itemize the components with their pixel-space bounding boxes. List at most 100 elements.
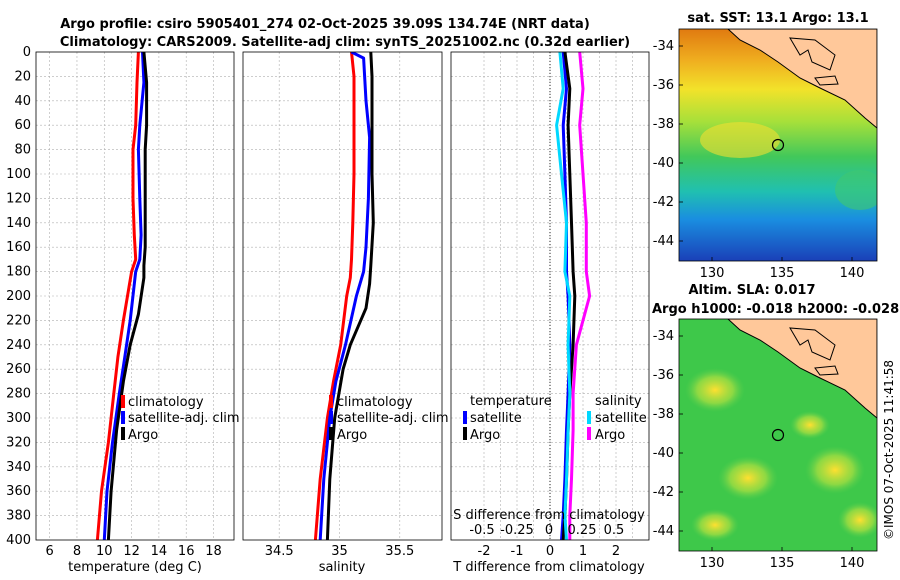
map-lat-label: -44 [653,524,674,539]
sla-map-title: Altim. SLA: 0.017 [689,283,816,298]
map-lon-label: 130 [700,556,725,571]
map-lat-label: -36 [653,368,674,383]
legend-swatch-argo [329,427,333,440]
land-peninsula [789,37,836,71]
legend-label-satellite: satellite-adj. clim [337,411,449,426]
difference-x-axis: -2 -1 0 1 2 [478,544,621,559]
map-lat-label: -44 [653,234,674,249]
series-line-salinity-satellite [555,52,572,540]
y-tick-label: 20 [14,69,31,84]
y-tick-label: 320 [6,435,31,450]
sst-patch [835,170,877,210]
s-tick-label: 0.5 [604,523,625,538]
difference-frame [450,51,650,541]
x-tick-label: 1 [579,544,587,559]
legend-swatch-satellite [121,411,125,424]
series-line-temperature-satellite [560,52,572,540]
difference-panel: -2 -1 0 1 2 T difference from climatology S … [450,51,650,575]
legend-label-s-satellite: satellite [595,411,647,426]
map-lat-label: -36 [653,78,674,93]
map-lat-label: -42 [653,195,674,210]
sla-anomaly [805,446,865,494]
legend-title-salinity: salinity [595,394,642,409]
s-tick-label: -0.25 [500,523,534,538]
x-tick-label: 2 [612,544,620,559]
land-australia [727,29,877,129]
x-tick-label: 0 [546,544,554,559]
map-lat-label: -42 [653,485,674,500]
legend-swatch-climatology [121,395,125,408]
depth-axis: 0 20 40 60 80 100 120 140 160 180 200 220 240 260 280 3… [6,45,31,548]
sla-map-axes: -34 -36 -38 -40 -42 -44 130 135 140 [653,329,865,571]
x-tick-label: 34.5 [265,544,294,559]
temperature-lines [95,52,149,540]
salinity-xlabel: salinity [319,560,366,575]
y-tick-label: 60 [14,118,31,133]
y-tick-label: 280 [6,387,31,402]
y-tick-label: 340 [6,460,31,475]
s-difference-label: S difference from climatology [453,508,645,523]
y-tick-label: 200 [6,289,31,304]
x-tick-label: 16 [178,544,195,559]
imos-credit: ©IMOS 07-Oct-2025 11:41:58 [882,360,896,540]
salinity-x-axis: 34.5 35 35.5 [265,544,415,559]
legend-label-argo: Argo [128,428,158,443]
sla-anomaly [790,411,830,439]
temperature-grid [36,52,234,540]
y-tick-label: 240 [6,338,31,353]
temperature-xlabel: temperature (deg C) [68,560,202,575]
y-tick-label: 0 [23,45,31,60]
map-lat-label: -34 [653,39,674,54]
y-tick-label: 380 [6,509,31,524]
sst-map-frame [678,28,878,262]
y-tick-label: 260 [6,362,31,377]
sla-anomaly [718,456,778,500]
legend-swatch-satellite [329,411,333,424]
s-tick-label: -0.5 [469,523,494,538]
sla-map-subtitle: Argo h1000: -0.018 h2000: -0.028 [652,302,899,317]
y-tick-label: 40 [14,94,31,109]
map-lat-label: -38 [653,407,674,422]
s-difference-ticks: -0.5 -0.25 0 0.25 0.5 [469,523,624,538]
legend-label-t-satellite: satellite [470,411,522,426]
sla-anomaly [691,509,739,541]
title-line-2: Climatology: CARS2009. Satellite-adj cli… [60,35,630,50]
y-tick-label: 160 [6,240,31,255]
legend-swatch-s-argo [587,427,591,440]
map-lon-label: 140 [840,556,865,571]
y-tick-label: 80 [14,143,31,158]
legend-title-temperature: temperature [470,394,552,409]
legend-label-climatology: climatology [337,395,413,410]
title-line-1: Argo profile: csiro 5905401_274 02-Oct-2… [60,17,590,32]
sst-map-axes: -34 -36 -38 -40 -42 -44 130 135 140 [653,39,865,281]
sla-anomaly [838,502,877,538]
salinity-panel: 34.5 35 35.5 salinity climatology satellit… [242,51,449,575]
sst-map-title: sat. SST: 13.1 Argo: 13.1 [687,11,868,26]
x-tick-label: 35 [331,544,348,559]
x-tick-label: 35.5 [385,544,414,559]
x-tick-label: 18 [205,544,222,559]
argo-location-marker [771,428,785,442]
difference-lines [555,52,592,540]
y-tick-label: 300 [6,411,31,426]
map-lat-label: -40 [653,446,674,461]
series-line-climatology [313,52,356,540]
x-tick-label: 10 [96,544,113,559]
y-tick-label: 400 [6,533,31,548]
legend-label-argo: Argo [337,428,367,443]
x-tick-label: 12 [123,544,140,559]
sla-anomaly [685,368,745,412]
x-tick-label: -2 [478,544,491,559]
s-tick-label: 0.25 [568,523,597,538]
y-tick-label: 140 [6,216,31,231]
legend-label-climatology: climatology [128,395,204,410]
temperature-legend: climatology satellite-adj. clim Argo [121,395,240,443]
map-lat-label: -38 [653,117,674,132]
salinity-frame [242,51,443,541]
map-lon-label: 140 [840,266,865,281]
legend-swatch-t-argo [463,427,467,440]
legend-swatch-s-satellite [587,411,591,424]
map-lat-label: -40 [653,156,674,171]
legend-label-t-argo: Argo [470,428,500,443]
